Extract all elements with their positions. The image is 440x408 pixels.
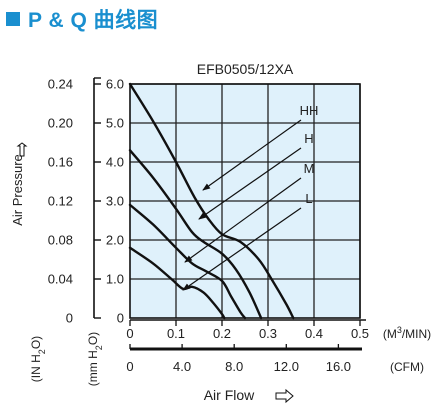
series-arrow-l	[182, 207, 302, 291]
x-axis-arrow-icon	[275, 388, 294, 404]
x-tick-label: 0.2	[213, 326, 231, 341]
left-tick-label: 0.16	[48, 155, 73, 170]
mm-tick-label: 1.0	[106, 272, 124, 287]
left-tick-label: 0.24	[48, 77, 73, 92]
cfm-tick-label: 12.0	[274, 359, 299, 374]
x-tick-label: 0	[126, 326, 133, 341]
x-tick-label: 0.5	[351, 326, 369, 341]
left-axis-unit: (IN H2O)	[29, 336, 47, 382]
heading-text: P & Q 曲线图	[28, 9, 159, 32]
mm-tick-label: 2.0	[106, 233, 124, 248]
mm-tick-label: 0	[117, 311, 124, 326]
chart-heading: P & Q 曲线图	[6, 2, 158, 36]
series-arrow-hh	[202, 119, 302, 191]
cfm-tick-label: 0	[126, 359, 133, 374]
mm-tick-label: 6.0	[106, 77, 124, 92]
mm-tick-label: 3.0	[106, 194, 124, 209]
x-tick-label: 0.1	[167, 326, 185, 341]
x-axis-unit: (M3/MIN)	[383, 325, 431, 341]
left-tick-label: 0.04	[48, 272, 73, 287]
series-label-m: M	[304, 161, 315, 176]
mm-tick-label: 5.0	[106, 116, 124, 131]
y-axis-arrow-icon	[16, 142, 28, 157]
curve-hh	[128, 82, 295, 320]
curve-l	[128, 246, 226, 320]
left-tick-label: 0.12	[48, 194, 73, 209]
cfm-axis-unit: (CFM)	[390, 360, 424, 374]
curve-h	[128, 149, 263, 320]
left-tick-label: 0.20	[48, 116, 73, 131]
series-arrow-h	[198, 147, 302, 220]
y-axis-label: Air Pressure	[10, 154, 25, 226]
mm-tick-label: 4.0	[106, 155, 124, 170]
series-label-l: L	[305, 191, 312, 206]
series-label-hh: HH	[300, 103, 319, 118]
curve-m	[128, 203, 247, 320]
left-tick-label: 0	[66, 311, 73, 326]
cfm-tick-label: 8.0	[225, 359, 243, 374]
cfm-tick-label: 4.0	[173, 359, 191, 374]
chart-title: EFB0505/12XA	[197, 61, 294, 77]
left-tick-label: 0.08	[48, 233, 73, 248]
x-tick-label: 0.3	[259, 326, 277, 341]
series-label-h: H	[304, 131, 313, 146]
heading-square-icon	[6, 12, 20, 26]
x-axis-label: Air Flow	[204, 387, 255, 403]
series-arrow-m	[184, 177, 302, 263]
mm-axis-unit: (mm H2O)	[86, 332, 104, 386]
cfm-tick-label: 16.0	[326, 359, 351, 374]
x-tick-label: 0.4	[305, 326, 323, 341]
